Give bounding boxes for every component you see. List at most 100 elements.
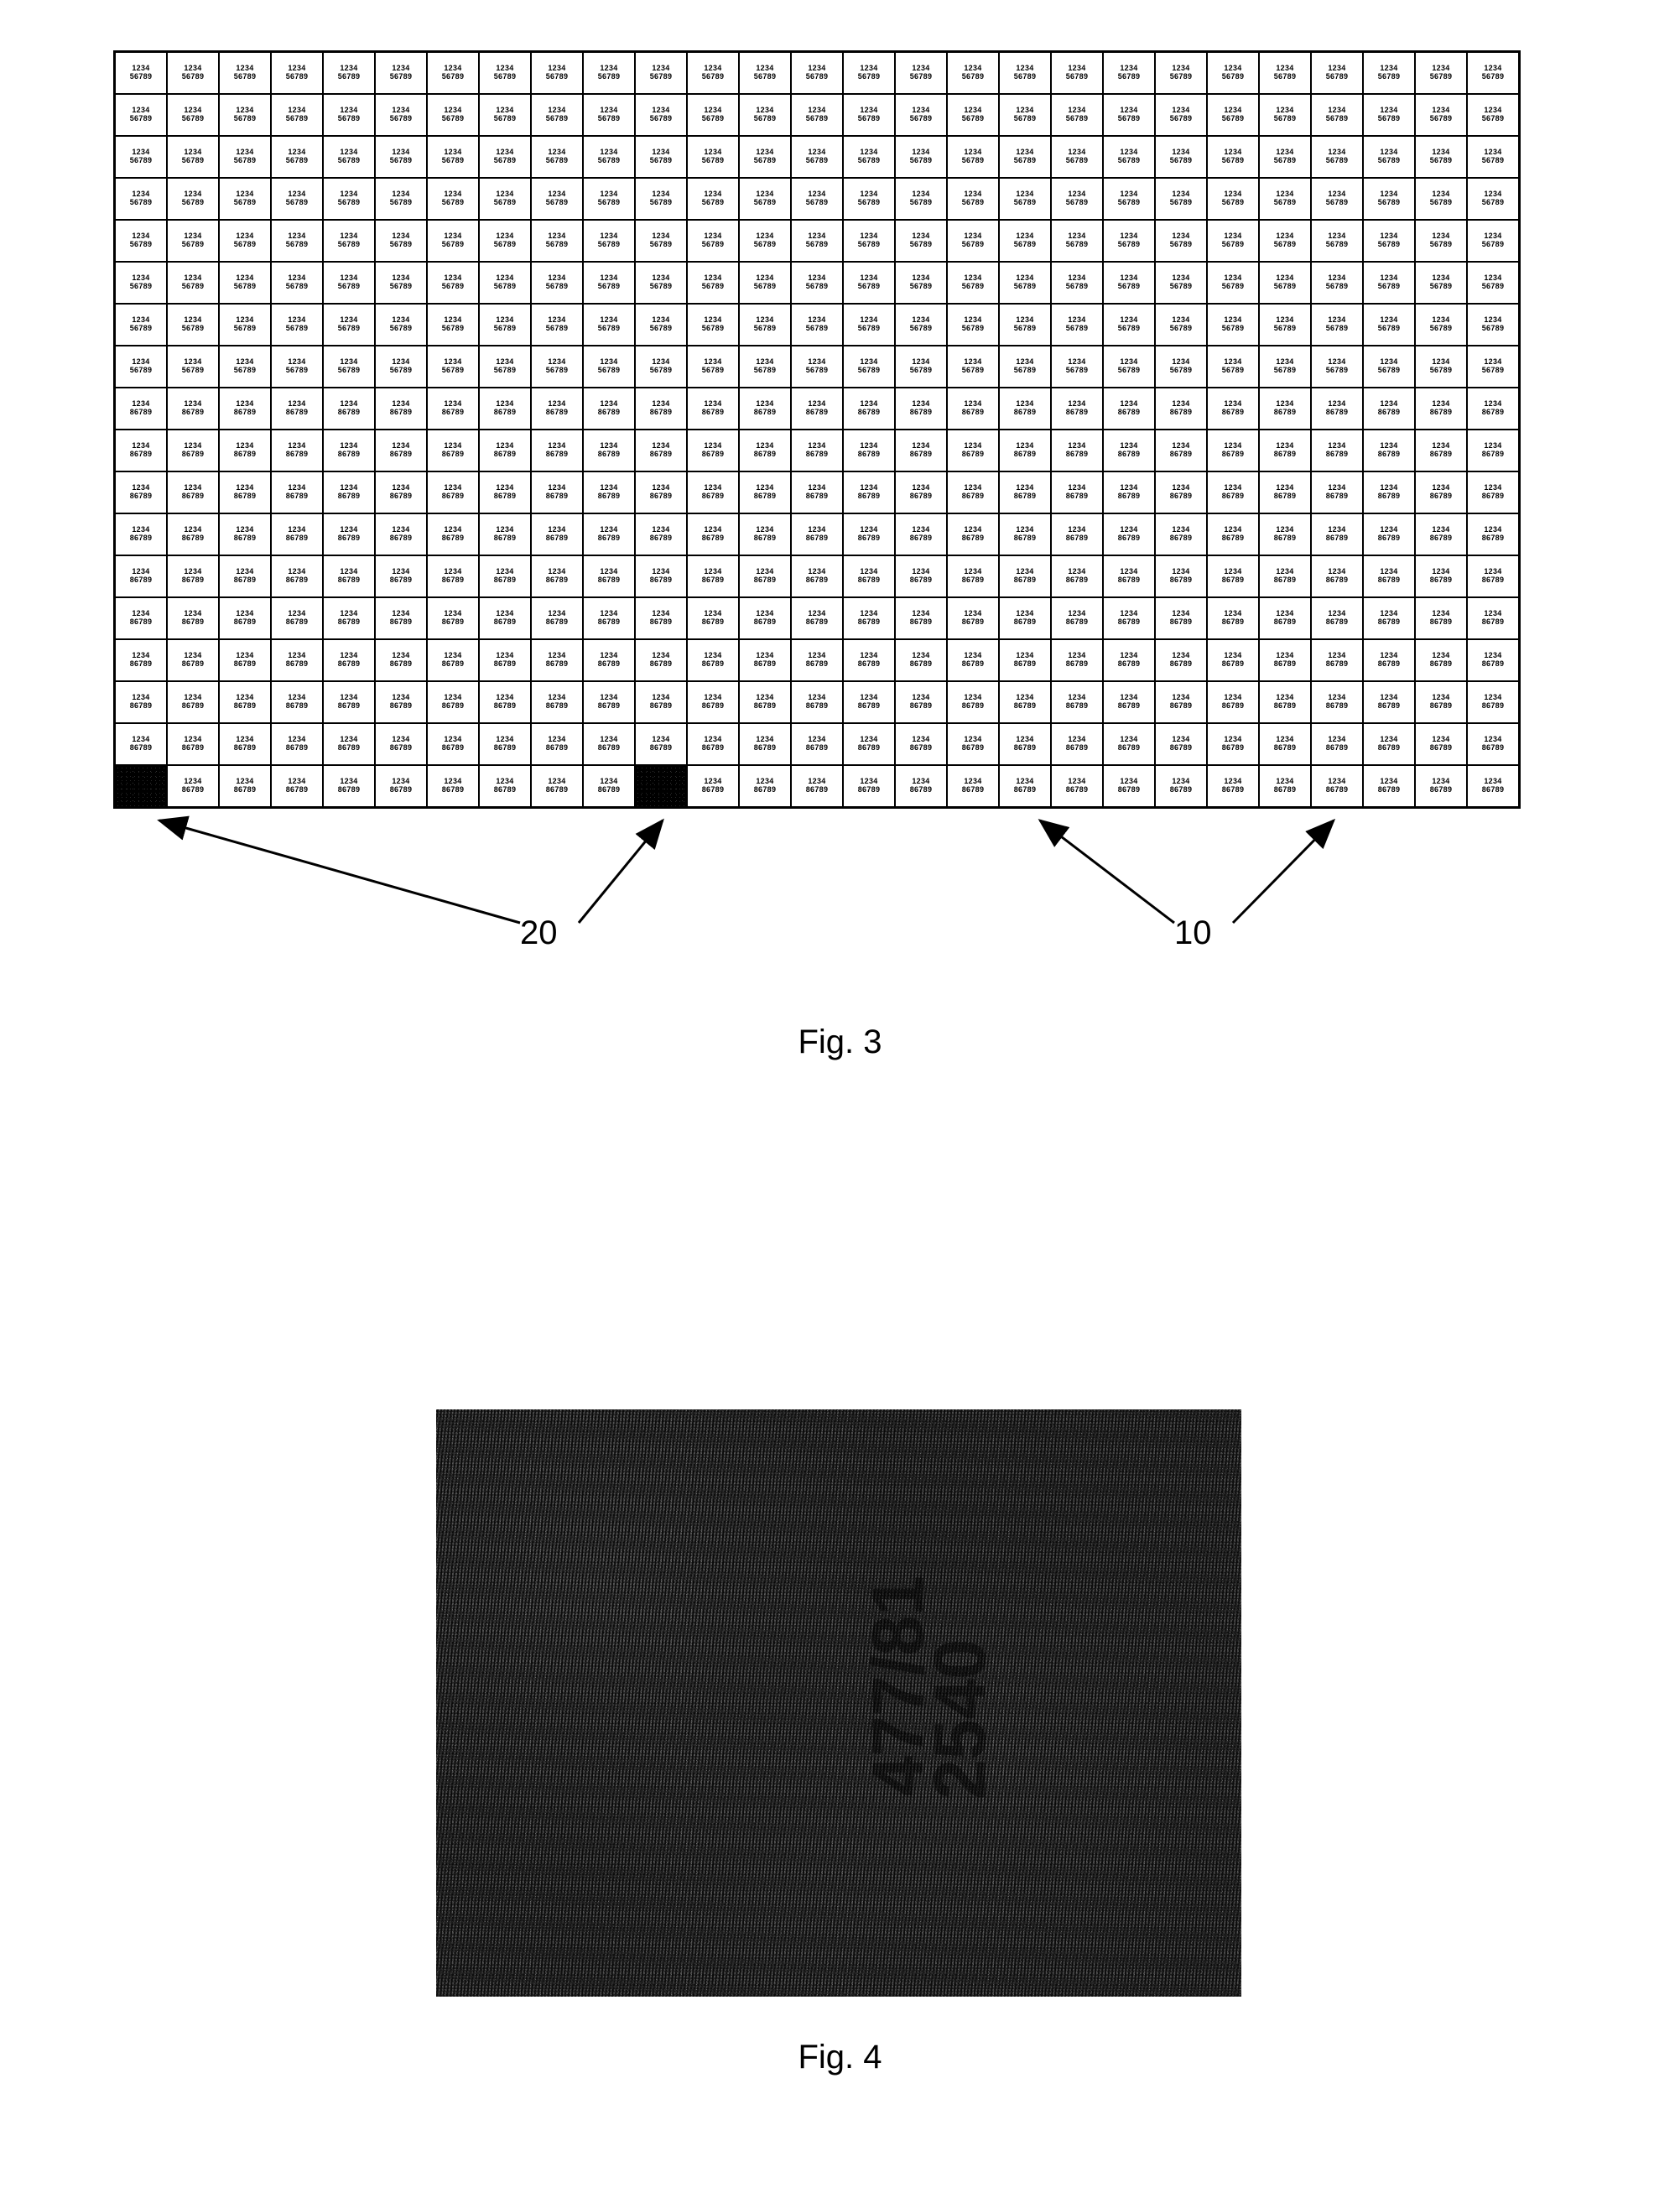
stamp-number-bottom: 86789 — [546, 744, 569, 753]
stamp-number-bottom: 86789 — [1482, 409, 1505, 417]
stamp-number-bottom: 86789 — [650, 702, 673, 711]
stamp-number-bottom: 56789 — [754, 115, 777, 123]
stamp-number-bottom: 56789 — [1222, 283, 1245, 291]
stamp-number-bottom: 86789 — [1326, 660, 1349, 669]
stamp-cell: 123486789 — [635, 723, 687, 765]
stamp-number-bottom: 86789 — [1014, 576, 1037, 585]
stamp-number-bottom: 86789 — [1222, 744, 1245, 753]
stamp-cell: 123486789 — [1207, 639, 1259, 681]
stamp-cell: 123456789 — [635, 178, 687, 220]
stamp-cell: 123486789 — [1207, 765, 1259, 807]
stamp-cell: 123486789 — [1103, 388, 1155, 430]
stamp-number-bottom: 56789 — [806, 157, 829, 165]
stamp-cell: 123456789 — [1467, 52, 1519, 94]
stamp-cell: 123456789 — [531, 136, 583, 178]
stamp-cell: 123486789 — [427, 597, 479, 639]
stamp-number-bottom: 56789 — [1170, 367, 1193, 375]
stamp-number-bottom: 56789 — [494, 115, 517, 123]
stamp-number-bottom: 86789 — [182, 534, 205, 543]
stamp-number-bottom: 86789 — [1378, 451, 1401, 459]
stamp-cell: 123486789 — [1051, 388, 1103, 430]
stamp-number-bottom: 56789 — [1326, 283, 1349, 291]
stamp-cell: 123486789 — [323, 513, 375, 555]
stamp-cell: 123456789 — [1311, 52, 1363, 94]
stamp-number-bottom: 86789 — [858, 576, 881, 585]
stamp-number-bottom: 86789 — [1066, 618, 1089, 627]
stamp-cell: 123486789 — [1467, 513, 1519, 555]
stamp-cell: 123456789 — [1155, 178, 1207, 220]
stamp-cell: 123486789 — [635, 471, 687, 513]
stamp-number-bottom: 86789 — [754, 576, 777, 585]
stamp-cell: 123456789 — [947, 304, 999, 346]
stamp-cell: 123486789 — [1311, 681, 1363, 723]
figure-3-caption: Fig. 3 — [0, 1023, 1680, 1061]
stamp-number-bottom: 56789 — [442, 241, 465, 249]
stamp-number-bottom: 86789 — [650, 744, 673, 753]
stamp-number-bottom: 86789 — [286, 660, 309, 669]
stamp-cell: 123486789 — [791, 471, 843, 513]
stamp-number-bottom: 86789 — [1378, 618, 1401, 627]
stamp-cell: 123486789 — [1415, 513, 1467, 555]
stamp-number-bottom: 86789 — [1482, 451, 1505, 459]
stamp-cell: 123456789 — [739, 94, 791, 136]
stamp-cell: 123486789 — [1103, 430, 1155, 471]
stamp-number-bottom: 86789 — [1066, 492, 1089, 501]
stamp-number-bottom: 86789 — [1118, 451, 1141, 459]
stamp-number-bottom: 56789 — [650, 73, 673, 81]
stamp-number-bottom: 86789 — [962, 744, 985, 753]
stamp-number-bottom: 56789 — [130, 73, 153, 81]
stamp-number-bottom: 56789 — [598, 157, 621, 165]
stamp-cell: 123486789 — [1467, 597, 1519, 639]
stamp-number-bottom: 86789 — [806, 744, 829, 753]
stamp-cell: 123486789 — [271, 513, 323, 555]
stamp-cell: 123486789 — [479, 681, 531, 723]
stamp-cell: 123486789 — [1155, 639, 1207, 681]
stamp-number-bottom: 86789 — [1170, 618, 1193, 627]
stamp-number-bottom: 86789 — [1430, 702, 1453, 711]
stamp-cell: 123486789 — [271, 430, 323, 471]
stamp-cell: 123486789 — [531, 555, 583, 597]
stamp-number-bottom: 86789 — [130, 618, 153, 627]
stamp-cell: 123486789 — [479, 639, 531, 681]
stamp-number-bottom: 56789 — [962, 283, 985, 291]
stamp-cell: 123486789 — [375, 430, 427, 471]
stamp-number-bottom: 56789 — [182, 73, 205, 81]
stamp-number-bottom: 86789 — [1274, 492, 1297, 501]
stamp-number-bottom: 56789 — [234, 157, 257, 165]
stamp-cell: 123456789 — [1103, 178, 1155, 220]
stamp-number-bottom: 56789 — [858, 73, 881, 81]
stamp-number-bottom: 86789 — [910, 744, 933, 753]
stamp-number-bottom: 56789 — [598, 367, 621, 375]
stamp-cell: 123486789 — [1155, 388, 1207, 430]
stamp-number-bottom: 56789 — [1066, 325, 1089, 333]
stamp-number-bottom: 56789 — [754, 283, 777, 291]
stamp-cell: 123486789 — [739, 555, 791, 597]
stamp-number-bottom: 56789 — [234, 367, 257, 375]
stamp-number-bottom: 86789 — [1430, 744, 1453, 753]
stamp-cell: 123486789 — [947, 765, 999, 807]
stamp-cell: 123456789 — [271, 346, 323, 388]
stamp-number-bottom: 86789 — [338, 702, 361, 711]
stamp-number-bottom: 86789 — [130, 702, 153, 711]
stamp-number-bottom: 86789 — [390, 492, 413, 501]
stamp-number-bottom: 56789 — [494, 241, 517, 249]
stamp-number-bottom: 86789 — [1170, 744, 1193, 753]
stamp-cell: 123456789 — [739, 52, 791, 94]
stamp-number-bottom: 56789 — [598, 283, 621, 291]
stamp-number-bottom: 86789 — [1274, 534, 1297, 543]
stamp-number-bottom: 56789 — [858, 283, 881, 291]
stamp-cell: 123486789 — [427, 471, 479, 513]
stamp-cell: 123456789 — [843, 220, 895, 262]
stamp-cell: 123486789 — [323, 555, 375, 597]
stamp-number-bottom: 56789 — [1274, 283, 1297, 291]
stamp-number-bottom: 56789 — [1274, 157, 1297, 165]
stamp-cell: 123486789 — [427, 681, 479, 723]
stamp-cell: 123486789 — [1155, 513, 1207, 555]
embossed-surface: 477/81 2540 — [436, 1409, 1241, 1997]
stamp-cell: 123456789 — [1155, 52, 1207, 94]
stamp-cell: 123456789 — [1363, 262, 1415, 304]
stamp-number-bottom: 86789 — [754, 786, 777, 794]
stamp-cell: 123456789 — [791, 52, 843, 94]
stamp-number-bottom: 86789 — [702, 660, 725, 669]
stamp-cell: 123486789 — [1363, 471, 1415, 513]
